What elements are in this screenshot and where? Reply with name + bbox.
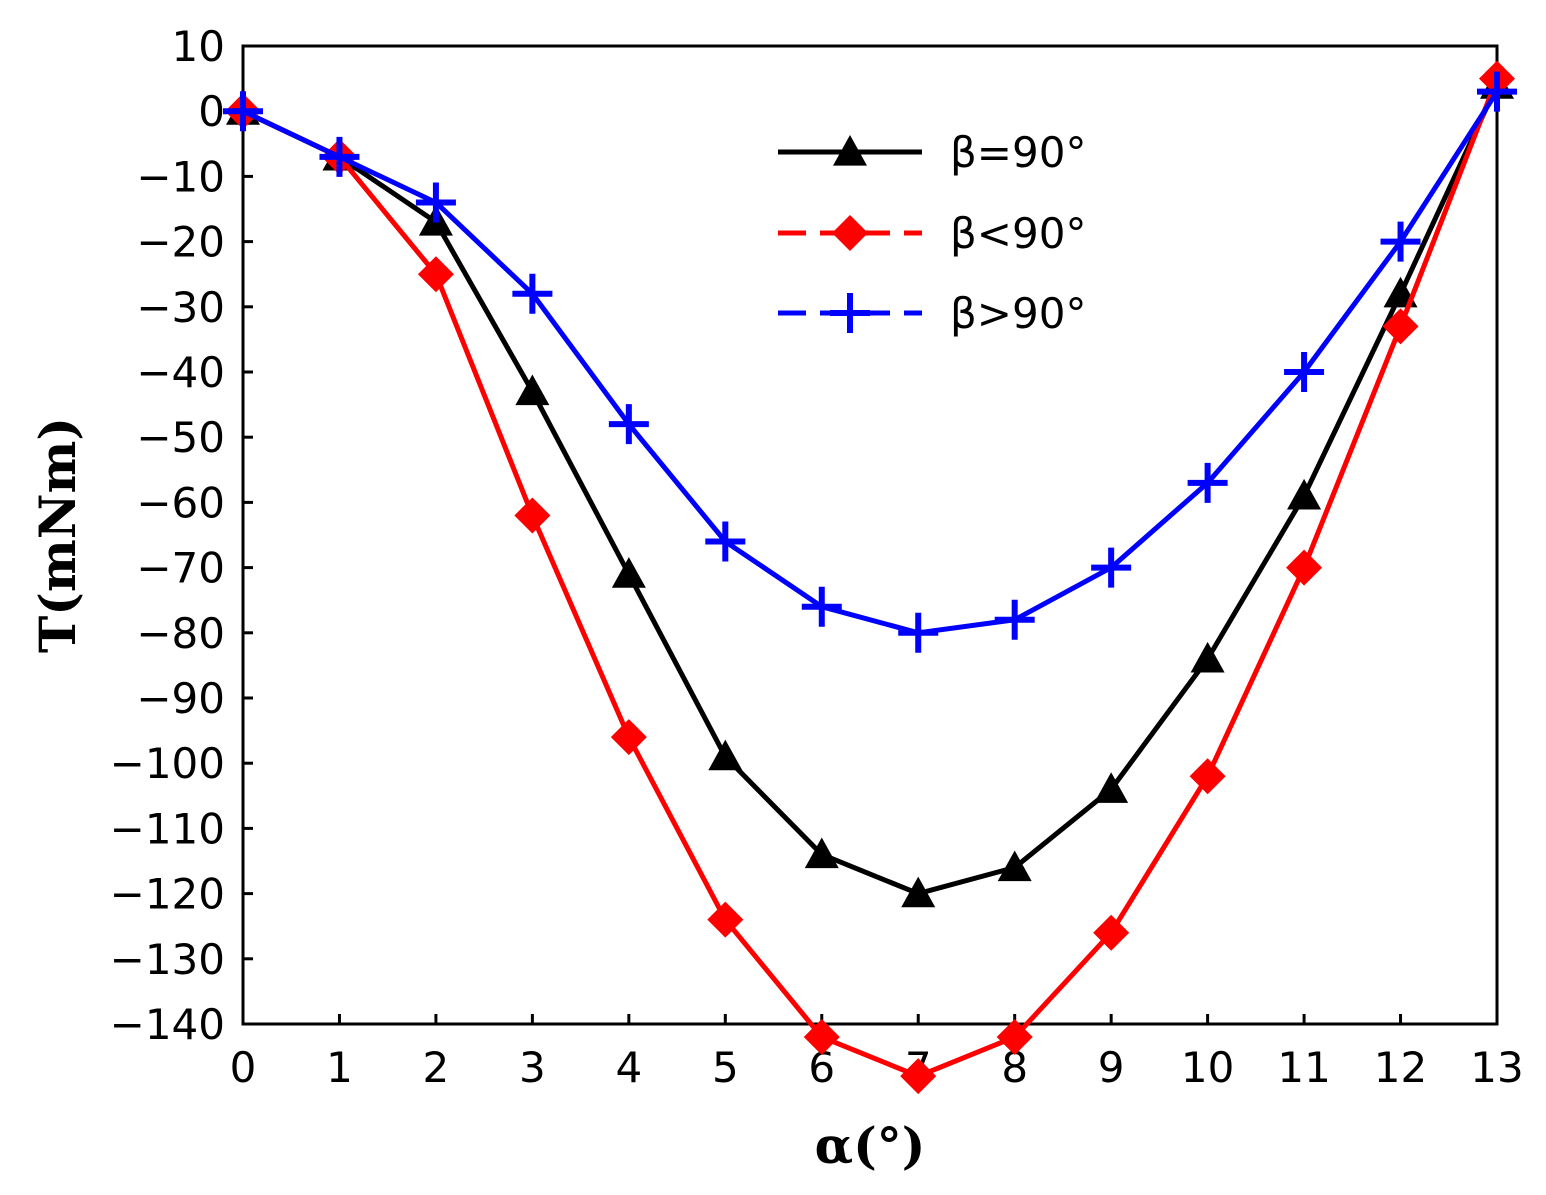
data-point-beta-gt-90 <box>319 136 360 177</box>
data-point-beta-gt-90 <box>1477 71 1517 112</box>
data-point-beta-eq-90 <box>1287 478 1322 510</box>
data-point-beta-lt-90 <box>610 719 647 756</box>
y-tick-label: −80 <box>136 609 225 658</box>
data-point-beta-eq-90 <box>1190 641 1225 673</box>
data-point-beta-gt-90 <box>898 612 939 653</box>
y-tick-label: −70 <box>136 544 225 593</box>
data-point-beta-eq-90 <box>997 850 1032 882</box>
data-point-beta-eq-90 <box>804 837 839 869</box>
data-point-beta-lt-90 <box>1382 308 1419 345</box>
data-point-beta-eq-90 <box>708 739 743 771</box>
y-tick-label: −50 <box>136 413 225 462</box>
x-tick-label: 3 <box>519 1043 546 1092</box>
legend: β=90° β<90° β>90° <box>778 128 1086 338</box>
series-line-beta-gt-90 <box>241 90 1500 636</box>
x-tick-label: 2 <box>423 1043 450 1092</box>
series-beta-gt-90 <box>223 71 1517 653</box>
data-point-beta-eq-90 <box>901 876 936 908</box>
data-point-beta-gt-90 <box>608 404 649 445</box>
series-group <box>223 60 1517 1095</box>
data-point-beta-lt-90 <box>996 1019 1033 1056</box>
x-tick-label: 0 <box>230 1043 257 1092</box>
x-tick-label: 11 <box>1277 1043 1330 1092</box>
data-point-beta-gt-90 <box>512 273 553 314</box>
legend-marker-beta-gt-90 <box>830 293 870 333</box>
data-point-beta-eq-90 <box>515 374 550 406</box>
x-tick-label: 13 <box>1470 1043 1523 1092</box>
y-tick-label: 0 <box>198 87 225 136</box>
x-tick-label: 10 <box>1181 1043 1234 1092</box>
y-tick-label: −30 <box>136 283 225 332</box>
legend-label-beta-gt-90: β>90° <box>950 289 1086 338</box>
data-point-beta-gt-90 <box>705 521 746 562</box>
legend-item-beta-gt-90: β>90° <box>778 289 1086 338</box>
legend-item-beta-eq-90: β=90° <box>778 128 1086 177</box>
x-tick-label: 4 <box>615 1043 642 1092</box>
data-point-beta-lt-90 <box>514 497 551 534</box>
plot-area <box>241 44 1499 1026</box>
legend-label-beta-lt-90: β<90° <box>950 209 1086 258</box>
legend-item-beta-lt-90: β<90° <box>778 209 1086 258</box>
data-point-beta-gt-90 <box>801 586 842 627</box>
data-point-beta-gt-90 <box>415 182 456 223</box>
legend-marker-beta-lt-90 <box>832 215 868 251</box>
series-beta-lt-90 <box>225 60 1515 1095</box>
y-tick-label: −10 <box>136 152 225 201</box>
y-tick-label: −120 <box>110 870 225 919</box>
y-tick-label: −60 <box>136 478 225 527</box>
data-point-beta-lt-90 <box>707 901 744 938</box>
y-tick-label: −110 <box>110 804 225 853</box>
x-tick-label: 9 <box>1098 1043 1125 1092</box>
data-point-beta-lt-90 <box>1093 914 1130 951</box>
data-point-beta-lt-90 <box>1189 758 1226 795</box>
axis-ticks: 012345678910111213100−10−20−30−40−50−60−… <box>110 22 1524 1092</box>
y-tick-label: −40 <box>136 348 225 397</box>
series-line-beta-lt-90 <box>241 77 1500 1079</box>
y-tick-label: −90 <box>136 674 225 723</box>
series-line-beta-eq-90 <box>241 84 1500 897</box>
x-tick-label: 1 <box>326 1043 353 1092</box>
data-point-beta-lt-90 <box>900 1058 937 1095</box>
data-point-beta-lt-90 <box>1286 549 1323 586</box>
x-axis-title: α(°) <box>815 1116 926 1175</box>
plot-frame <box>241 44 1499 1026</box>
y-tick-label: 10 <box>172 22 225 71</box>
data-point-beta-eq-90 <box>611 557 646 588</box>
x-tick-label: 12 <box>1374 1043 1427 1092</box>
y-tick-label: −100 <box>110 739 225 788</box>
y-tick-label: −140 <box>110 1000 225 1049</box>
data-point-beta-lt-90 <box>803 1019 840 1056</box>
legend-marker-beta-eq-90 <box>833 135 867 166</box>
data-point-beta-gt-90 <box>1380 221 1421 262</box>
data-point-beta-gt-90 <box>1284 352 1325 392</box>
x-tick-label: 5 <box>712 1043 739 1092</box>
y-axis-title: T(mNm) <box>28 417 87 653</box>
data-point-beta-lt-90 <box>417 256 454 293</box>
data-point-beta-gt-90 <box>1187 462 1228 503</box>
legend-label-beta-eq-90: β=90° <box>950 128 1086 177</box>
data-point-beta-gt-90 <box>994 599 1035 640</box>
data-point-beta-eq-90 <box>1094 772 1129 803</box>
data-point-beta-gt-90 <box>1091 547 1132 588</box>
y-tick-label: −130 <box>110 935 225 984</box>
y-tick-label: −20 <box>136 218 225 267</box>
data-point-beta-gt-90 <box>223 91 263 132</box>
